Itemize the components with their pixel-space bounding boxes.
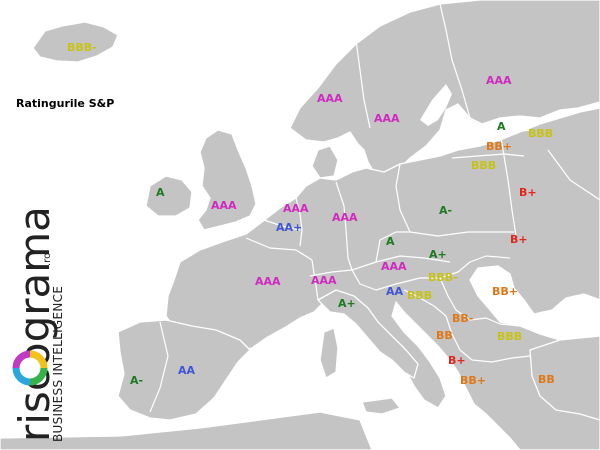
- rating-uk: AAA: [211, 199, 237, 212]
- iceland-shape: [32, 21, 119, 63]
- rating-netherlands: AAA: [283, 202, 309, 215]
- rating-sweden: AAA: [374, 112, 400, 125]
- rating-czech: A: [386, 235, 395, 248]
- denmark-shape: [311, 145, 339, 179]
- riscograma-logo: riscograma .ro BUSINESS INTELLIGENCE: [8, 206, 80, 442]
- italy-shape: [317, 289, 419, 379]
- rating-croatia: BBB: [407, 289, 433, 302]
- rating-belarus: B+: [519, 186, 537, 199]
- country-borders: [149, 3, 600, 413]
- sicily-shape: [361, 397, 401, 415]
- rating-belgium: AA+: [276, 221, 303, 234]
- rating-kaliningrad: BBB: [471, 159, 497, 172]
- rating-iceland: BBB-: [67, 41, 97, 54]
- rating-latvia: BBB: [528, 127, 554, 140]
- rating-france: AAA: [255, 275, 281, 288]
- iberia-shape: [117, 319, 251, 421]
- rating-slovakia: A+: [429, 248, 447, 261]
- ireland-shape: [145, 175, 193, 217]
- rating-estonia: A: [497, 120, 506, 133]
- rating-spain: AA: [178, 364, 196, 377]
- rating-poland: A-: [439, 204, 453, 217]
- turkey-shape: [529, 335, 600, 421]
- rating-ukraine: B+: [510, 233, 528, 246]
- rating-hungary: BBB-: [428, 271, 458, 284]
- logo-ring-icon: [12, 350, 48, 386]
- bothnia-gulf: [420, 84, 452, 126]
- rating-ireland: A: [156, 186, 165, 199]
- rating-greece: BB+: [460, 374, 486, 387]
- rating-portugal: A-: [130, 374, 144, 387]
- logo-tagline: BUSINESS INTELLIGENCE: [51, 285, 65, 442]
- rating-turkey: BB: [538, 373, 555, 386]
- rating-norway: AAA: [317, 92, 343, 105]
- rating-germany: AAA: [332, 211, 358, 224]
- rating-albania: B+: [448, 354, 466, 367]
- map-title: Ratingurile S&P: [16, 97, 115, 110]
- rating-serbia: BB-: [452, 312, 474, 325]
- rating-bulgaria: BBB: [497, 330, 523, 343]
- rating-romania: BB+: [492, 285, 518, 298]
- rating-montenegro: BB: [436, 329, 453, 342]
- rating-slovenia: AA: [386, 285, 404, 298]
- logo-domain: .ro: [42, 252, 53, 266]
- rating-austria: AAA: [381, 260, 407, 273]
- great-britain-shape: [197, 129, 257, 231]
- corsica-sardinia-shape: [319, 327, 339, 379]
- rating-italy: A+: [338, 297, 356, 310]
- north-africa-shape: [0, 411, 373, 450]
- rating-switzerland: AAA: [311, 274, 337, 287]
- rating-lithuania: BB+: [486, 140, 512, 153]
- rating-finland: AAA: [486, 74, 512, 87]
